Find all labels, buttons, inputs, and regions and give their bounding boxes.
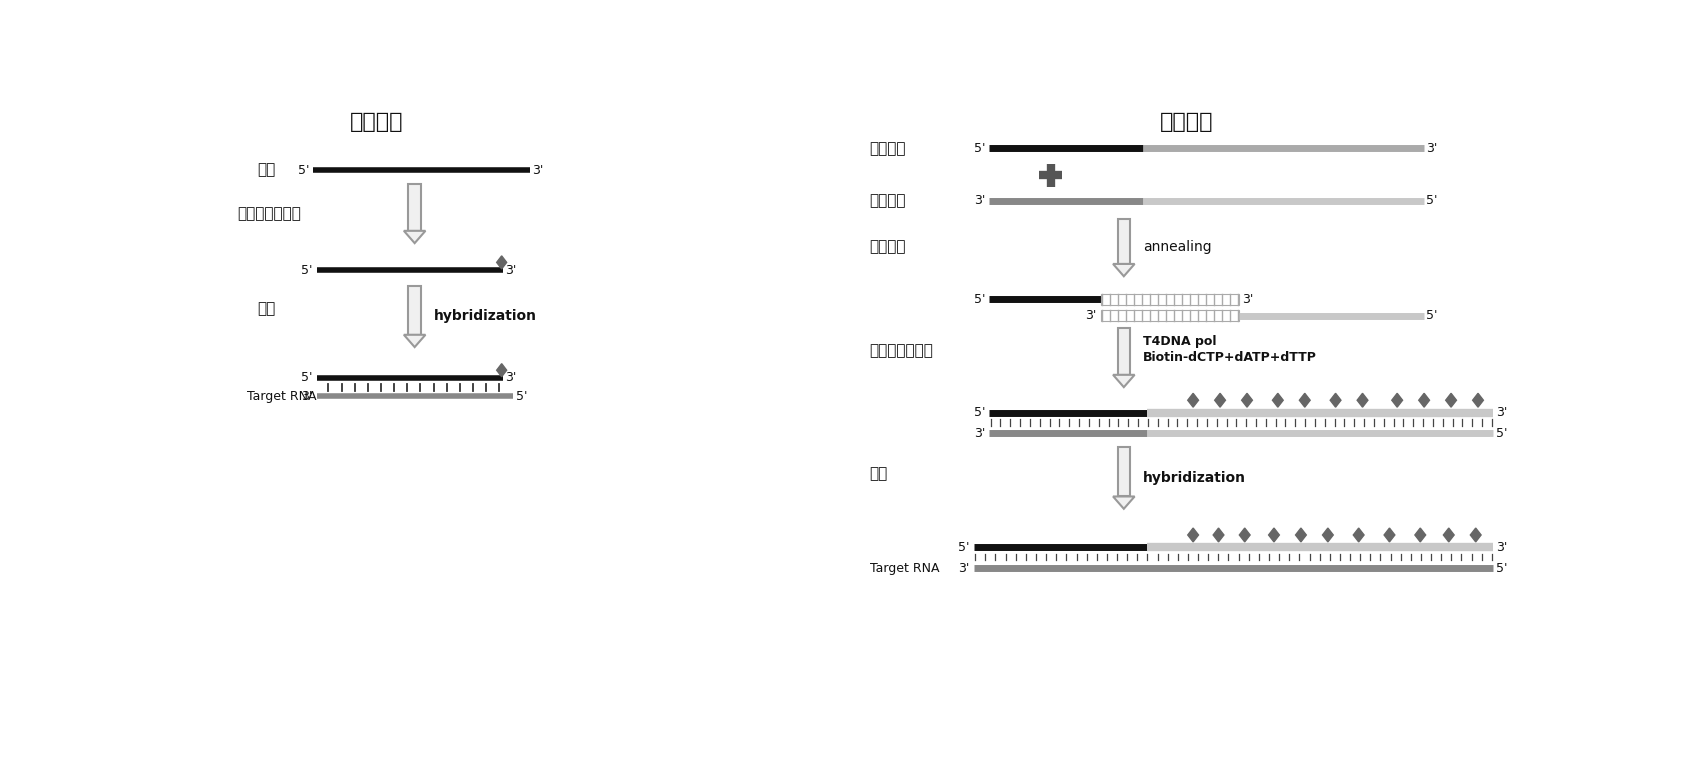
Text: 3': 3' — [974, 427, 986, 440]
Text: 5': 5' — [1426, 309, 1438, 322]
Polygon shape — [1473, 393, 1484, 407]
Polygon shape — [1113, 264, 1135, 276]
Text: 5': 5' — [1495, 427, 1507, 440]
Text: Target RNA: Target RNA — [870, 562, 939, 574]
Text: 5': 5' — [301, 264, 313, 277]
Polygon shape — [1113, 497, 1135, 509]
Polygon shape — [1240, 528, 1250, 542]
Polygon shape — [1415, 528, 1426, 542]
Text: 3': 3' — [505, 264, 516, 277]
Text: 5': 5' — [298, 164, 309, 177]
Text: 3': 3' — [1495, 406, 1507, 419]
Polygon shape — [1273, 393, 1283, 407]
Text: 探针: 探针 — [257, 163, 276, 177]
Polygon shape — [1391, 393, 1403, 407]
Polygon shape — [1241, 393, 1253, 407]
Text: 探针退火: 探针退火 — [870, 239, 907, 254]
Text: 3': 3' — [301, 390, 313, 403]
Polygon shape — [1322, 528, 1334, 542]
Text: 发明技术: 发明技术 — [1159, 112, 1213, 133]
Text: Target RNA: Target RNA — [247, 390, 316, 403]
Polygon shape — [409, 285, 420, 335]
Text: 杂交: 杂交 — [870, 467, 888, 481]
Text: 生物素标记探针: 生物素标记探针 — [870, 343, 934, 359]
Polygon shape — [1295, 528, 1307, 542]
Polygon shape — [496, 363, 506, 377]
Polygon shape — [1113, 375, 1135, 388]
Text: 3': 3' — [533, 164, 543, 177]
Text: hybridization: hybridization — [434, 309, 537, 323]
Text: 3': 3' — [1243, 293, 1253, 306]
Text: 5': 5' — [974, 406, 986, 419]
Text: 模板探针: 模板探针 — [870, 193, 907, 208]
Text: 3': 3' — [1495, 541, 1507, 554]
Text: 生物素标记探针: 生物素标记探针 — [237, 206, 301, 222]
Text: 杂交: 杂交 — [257, 301, 276, 316]
Text: 检测探针: 检测探针 — [870, 141, 907, 156]
Polygon shape — [1213, 528, 1224, 542]
Text: 5': 5' — [959, 541, 971, 554]
Polygon shape — [1470, 528, 1482, 542]
Polygon shape — [404, 335, 426, 347]
Polygon shape — [1117, 328, 1130, 375]
Polygon shape — [1330, 393, 1341, 407]
Text: 5': 5' — [301, 371, 313, 384]
Text: 3': 3' — [1426, 142, 1438, 155]
Text: hybridization: hybridization — [1144, 471, 1246, 485]
Polygon shape — [1117, 447, 1130, 497]
Polygon shape — [1187, 393, 1199, 407]
Text: 5': 5' — [974, 142, 986, 155]
Polygon shape — [496, 256, 506, 269]
Polygon shape — [1268, 528, 1280, 542]
Text: 5': 5' — [974, 293, 986, 306]
Polygon shape — [1117, 219, 1130, 264]
Text: T4DNA pol: T4DNA pol — [1144, 336, 1216, 348]
Polygon shape — [1443, 528, 1455, 542]
Text: 5': 5' — [515, 390, 526, 403]
Bar — [1100, 294, 1240, 305]
Text: annealing: annealing — [1144, 240, 1211, 254]
Polygon shape — [1214, 393, 1226, 407]
Text: 3': 3' — [505, 371, 516, 384]
Text: 3': 3' — [974, 195, 986, 207]
Polygon shape — [409, 184, 420, 231]
Polygon shape — [1447, 393, 1457, 407]
Text: 现有技术: 现有技术 — [350, 112, 404, 133]
Polygon shape — [1384, 528, 1394, 542]
Polygon shape — [1300, 393, 1310, 407]
Polygon shape — [1357, 393, 1367, 407]
Text: 5': 5' — [1495, 562, 1507, 574]
Polygon shape — [1187, 528, 1199, 542]
Text: 5': 5' — [1426, 195, 1438, 207]
Text: Biotin-dCTP+dATP+dTTP: Biotin-dCTP+dATP+dTTP — [1144, 350, 1317, 363]
Polygon shape — [1418, 393, 1430, 407]
Polygon shape — [404, 231, 426, 243]
Text: 3': 3' — [959, 562, 969, 574]
Polygon shape — [1354, 528, 1364, 542]
Text: 3': 3' — [1085, 309, 1097, 322]
Bar — [1100, 310, 1240, 321]
